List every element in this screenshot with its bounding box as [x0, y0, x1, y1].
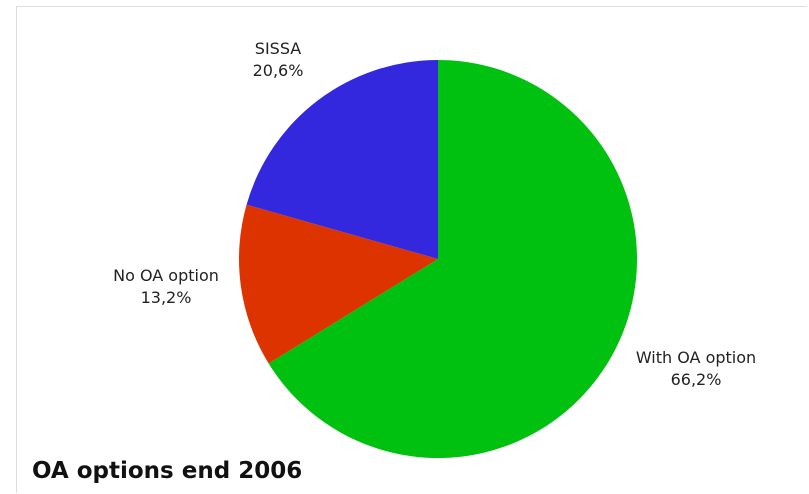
pie-slices [239, 60, 637, 458]
chart-frame [16, 6, 807, 493]
slice-value-label: 20,6% [253, 61, 304, 80]
slice-label: SISSA [255, 39, 301, 58]
chart-title: OA options end 2006 [32, 458, 303, 484]
slice-label: With OA option [636, 348, 756, 367]
pie-labels: With OA option 66,2% No OA option 13,2% SISS… [113, 39, 756, 389]
slice-label: No OA option [113, 266, 219, 285]
pie-slice-with-oa-option [268, 60, 637, 458]
slice-value-label: 13,2% [141, 288, 192, 307]
pie-slice-sissa [246, 60, 438, 259]
slice-value-label: 66,2% [671, 370, 722, 389]
pie-slice-no-oa-option [239, 204, 438, 364]
